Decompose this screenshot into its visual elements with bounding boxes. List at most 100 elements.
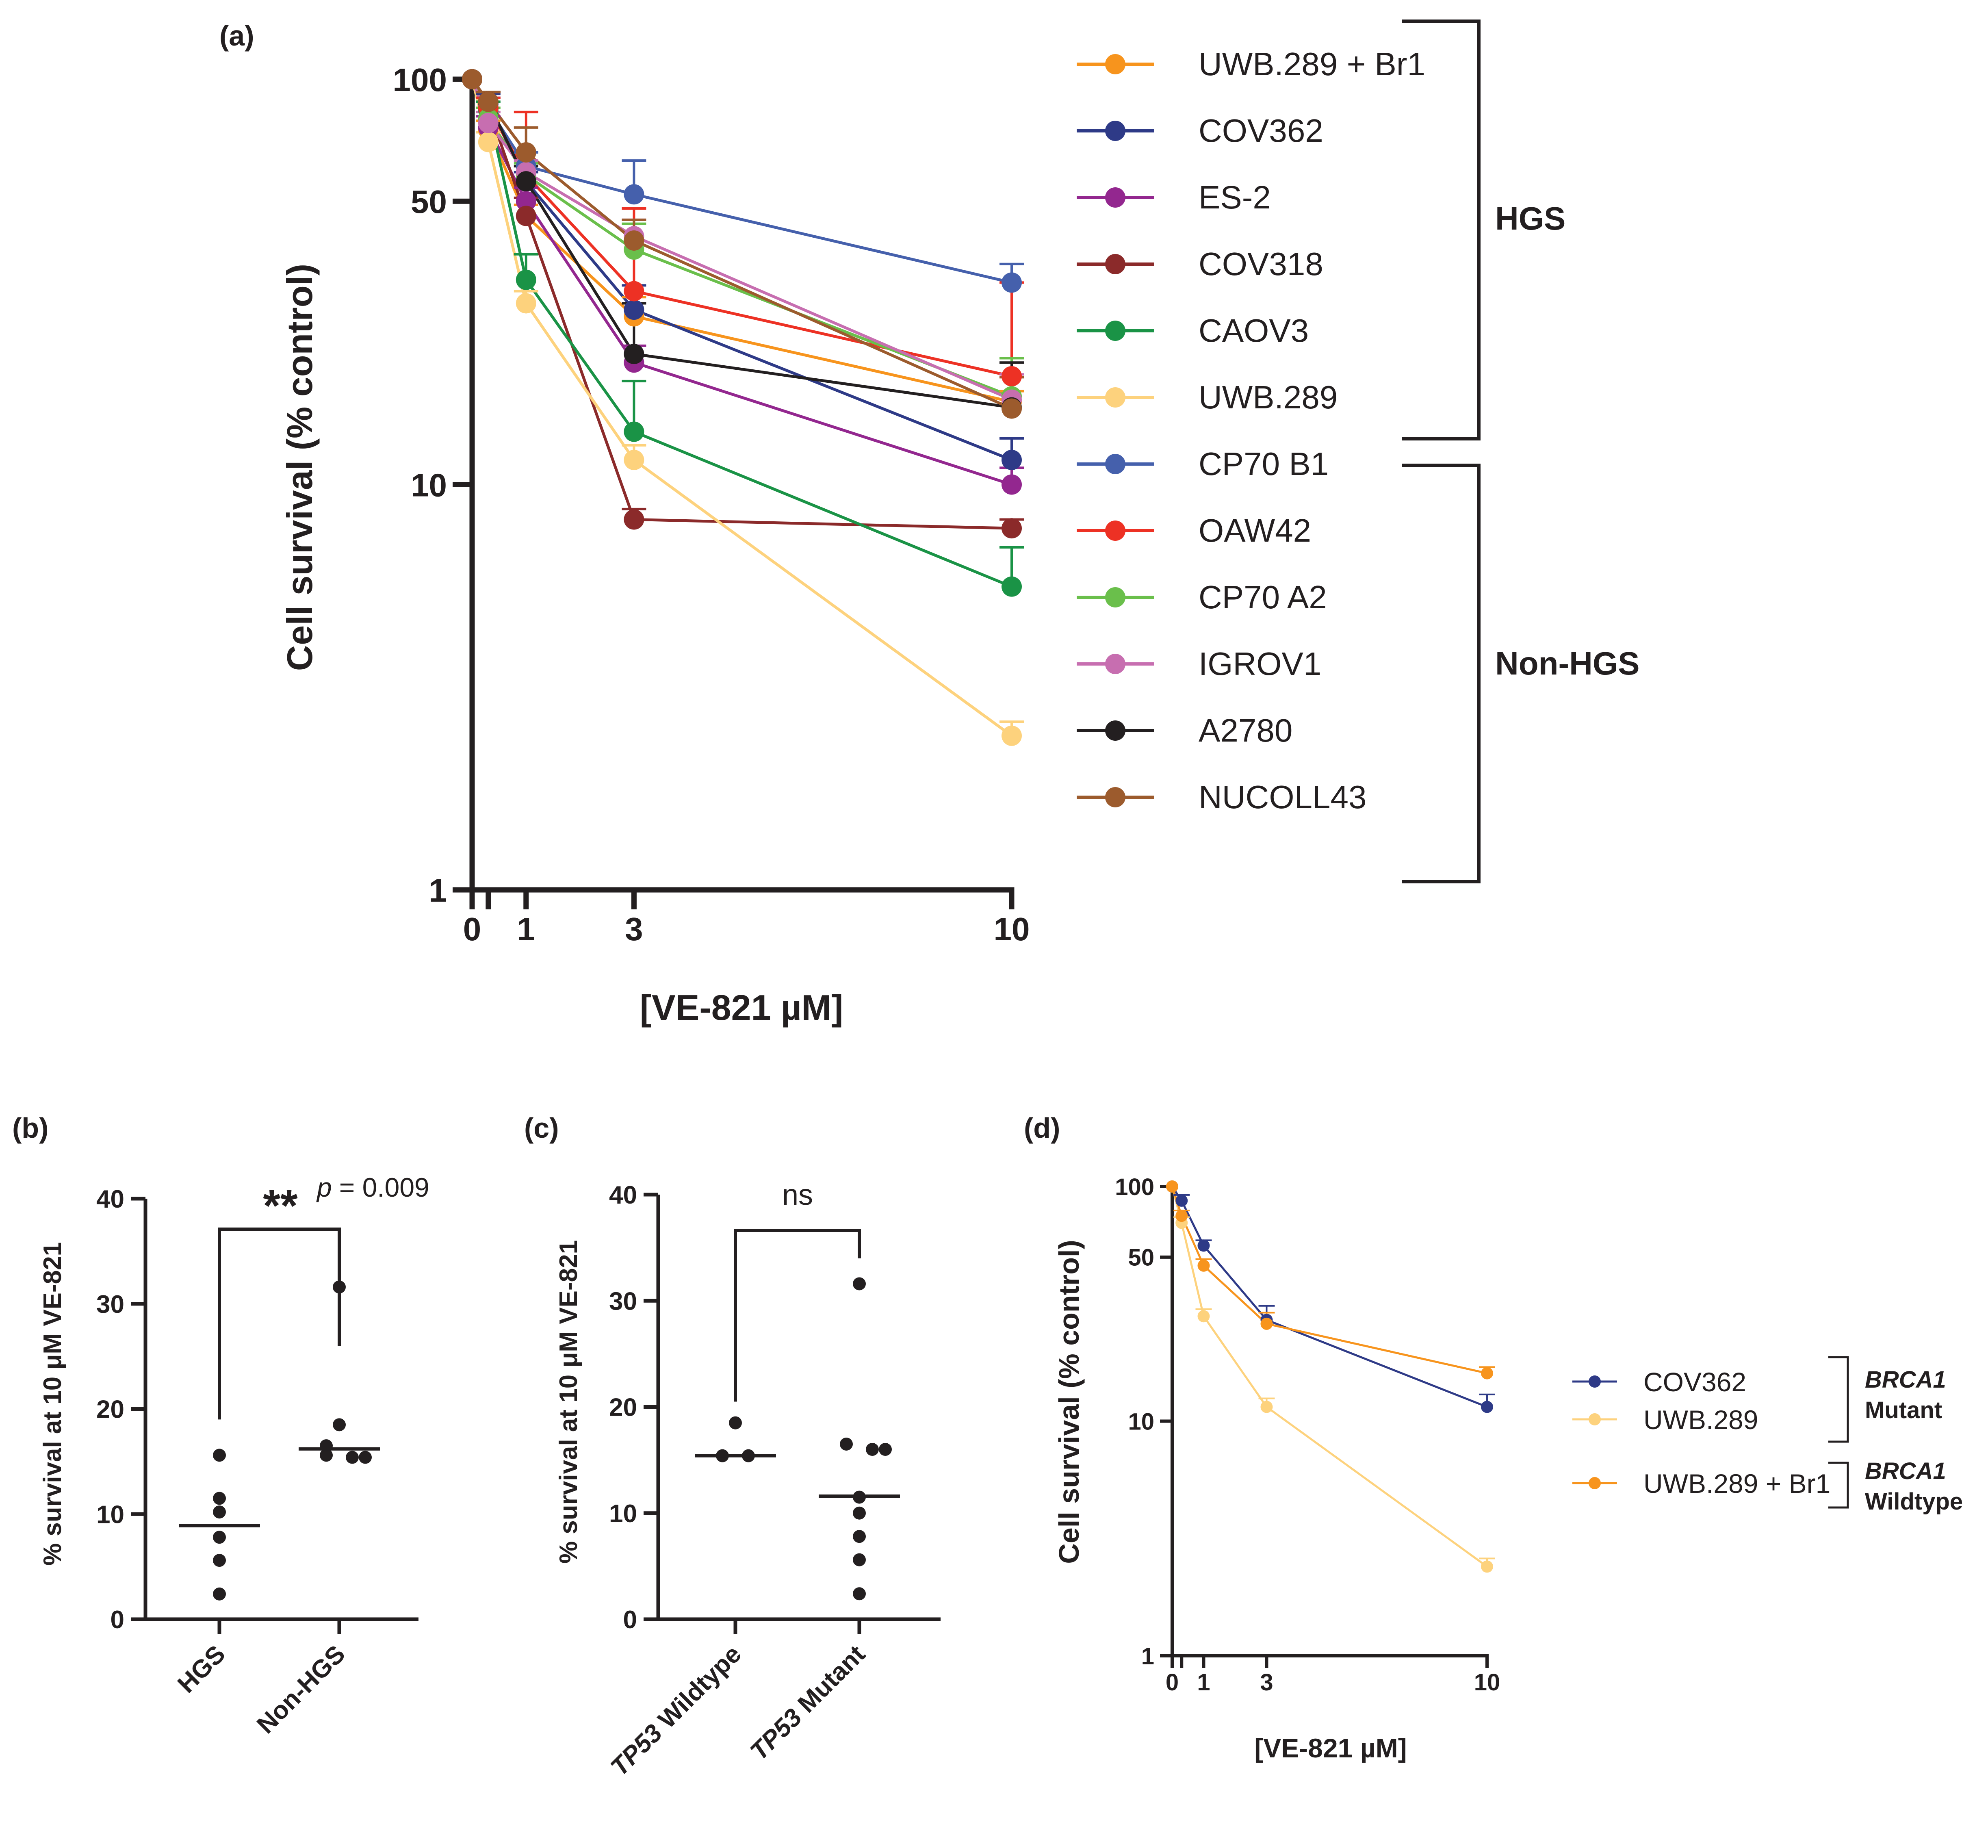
legend-marker	[1105, 720, 1125, 741]
data-point	[624, 184, 644, 205]
legend-marker	[1105, 254, 1125, 274]
panel-a-x-axis-label: [VE-821 µM]	[640, 987, 843, 1028]
series-line	[470, 78, 1012, 398]
data-point	[1197, 1310, 1210, 1323]
data-point	[359, 1451, 372, 1464]
category-rest-part: Mutant	[787, 1640, 871, 1723]
data-point	[1481, 1401, 1493, 1413]
x-category-label: Non-HGS	[251, 1640, 351, 1739]
y-tick-label: 10	[411, 467, 447, 503]
panel-d-chart: (d) Cell survival (% control) [VE-821 µM…	[1024, 1112, 1963, 1763]
legend-label: IGROV1	[1199, 646, 1321, 682]
y-tick-label: 40	[96, 1185, 124, 1213]
panel-a-error-bars	[476, 91, 1024, 736]
legend-marker	[1105, 521, 1125, 541]
y-tick-label: 20	[609, 1394, 637, 1422]
panel-d-axes: 1 10 50 100 0 1 3 10	[1115, 1174, 1500, 1696]
panel-a-series-lines	[470, 78, 1013, 737]
data-point	[624, 230, 644, 251]
y-tick-label: 30	[96, 1291, 124, 1319]
panel-d-label: (d)	[1024, 1112, 1060, 1144]
x-category-label: TP53 Wildtype	[605, 1640, 747, 1781]
data-point	[213, 1505, 226, 1519]
legend-label: A2780	[1199, 712, 1292, 748]
x-category-label: TP53 Mutant	[745, 1640, 870, 1766]
data-point	[213, 1587, 226, 1601]
legend-marker	[1589, 1477, 1601, 1489]
panel-b-chart: (b) % survival at 10 μM VE-821 0 10 20 30 40…	[12, 1112, 429, 1739]
panel-d-series-lines	[1171, 1186, 1488, 1568]
x-tick-label: 3	[1260, 1669, 1273, 1696]
series-line	[470, 79, 1013, 737]
y-tick-label: 20	[96, 1396, 124, 1424]
y-tick-label: 10	[1128, 1408, 1154, 1435]
data-point	[1002, 398, 1022, 419]
data-point	[1175, 1210, 1188, 1222]
panel-b-y-axis-label: % survival at 10 μM VE-821	[39, 1242, 67, 1566]
p-value-label: p = 0.009	[316, 1172, 429, 1202]
data-point	[866, 1443, 879, 1456]
data-point	[1002, 474, 1022, 495]
panel-a-data-points	[462, 69, 1022, 746]
x-category-label: HGS	[172, 1640, 231, 1698]
group-label-gene: BRCA1	[1865, 1366, 1946, 1393]
legend-label: COV362	[1199, 113, 1323, 149]
legend-label: COV362	[1643, 1367, 1746, 1397]
panel-a-y-axis-label: Cell survival (% control)	[280, 264, 320, 671]
significance-ns: ns	[782, 1179, 813, 1211]
panel-c-chart: (c) % survival at 10 μM VE-821 0 10 20 30 40…	[524, 1112, 941, 1781]
group-label-non-hgs: Non-HGS	[1495, 645, 1640, 681]
y-tick-label: 0	[623, 1606, 637, 1634]
panel-d-legend: COV362 UWB.289 UWB.289 + Br1 BRCA1 Mutant BRC…	[1572, 1356, 1963, 1515]
panel-c-y-axis-label: % survival at 10 μM VE-821	[555, 1240, 583, 1564]
data-point	[1197, 1259, 1210, 1272]
legend-marker	[1105, 321, 1125, 341]
panel-b-axes: 0 10 20 30 40 HGS Non-HGS	[96, 1185, 418, 1739]
data-point	[213, 1492, 226, 1505]
series-line	[470, 78, 1012, 284]
data-point	[1002, 366, 1022, 386]
panel-b-significance: ** p = 0.009	[218, 1172, 429, 1420]
series-line	[1171, 1186, 1487, 1408]
x-tick-label: 0	[1166, 1669, 1179, 1696]
data-point	[853, 1553, 866, 1566]
legend-marker	[1589, 1375, 1601, 1388]
x-tick-label: 1	[1197, 1669, 1210, 1696]
group-bracket-wildtype	[1828, 1462, 1849, 1509]
data-point	[624, 281, 644, 301]
data-point	[879, 1443, 892, 1456]
data-point	[853, 1506, 866, 1520]
y-tick-label: 100	[1115, 1174, 1154, 1200]
y-tick-label: 1	[1141, 1643, 1154, 1670]
legend-label: UWB.289 + Br1	[1199, 46, 1425, 82]
data-point	[1002, 272, 1022, 293]
group-bracket-hgs	[1402, 20, 1481, 440]
legend-label: CAOV3	[1199, 312, 1309, 349]
data-point	[346, 1451, 359, 1464]
series-line	[1171, 1186, 1488, 1568]
x-tick-label: 3	[625, 911, 643, 947]
data-point	[333, 1418, 346, 1432]
panel-b-label: (b)	[12, 1112, 48, 1144]
data-point	[1481, 1560, 1493, 1573]
legend-label: NUCOLL43	[1199, 779, 1367, 815]
data-point	[478, 132, 499, 152]
panel-b-data-points	[179, 1280, 380, 1601]
legend-label: UWB.289	[1199, 379, 1338, 415]
data-point	[1002, 576, 1022, 597]
legend-marker	[1105, 454, 1125, 474]
data-point	[516, 293, 536, 314]
y-tick-label: 50	[411, 184, 447, 220]
panel-c-label: (c)	[524, 1112, 559, 1144]
data-point	[624, 509, 644, 530]
data-point	[624, 299, 644, 320]
x-tick-label: 1	[517, 911, 535, 947]
data-point	[729, 1416, 742, 1429]
data-point	[516, 171, 536, 192]
panel-c-significance: ns	[734, 1179, 861, 1402]
data-point	[478, 91, 499, 112]
legend-marker	[1105, 587, 1125, 607]
legend-label: OAW42	[1199, 512, 1311, 549]
data-point	[624, 449, 644, 470]
x-tick-label: 0	[463, 911, 481, 947]
